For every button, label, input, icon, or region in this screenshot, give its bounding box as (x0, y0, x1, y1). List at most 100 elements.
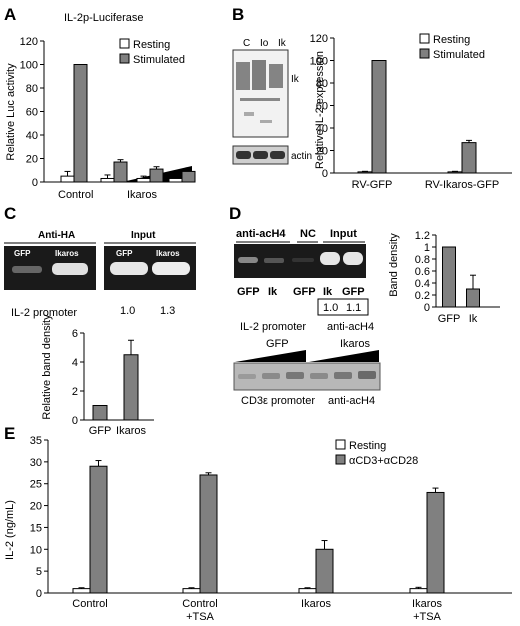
panel-d-ylabel: Band density (388, 233, 400, 297)
y-tick-label: 0 (322, 168, 328, 180)
chart-b: 0 20 40 60 80 100 120 RV-GFP RV-Ikaros-GFP Restin… (310, 33, 512, 191)
panel-d-promoter2-label: CD3ε promoter (241, 395, 315, 407)
panel-d-ratio-1: 1.0 (323, 302, 338, 314)
panel-d-header-nc: NC (300, 228, 316, 240)
y-tick-label: 30 (30, 457, 42, 469)
y-tick-label: 0 (32, 177, 38, 189)
panel-d-lane-gfp-1: GFP (237, 286, 260, 298)
panel-b-lane-c: C (243, 38, 250, 49)
x-category-label: Ikaros (116, 425, 146, 437)
panel-c-promoter-label: IL-2 promoter (11, 307, 77, 319)
bar (357, 171, 373, 174)
bar (199, 474, 218, 594)
bar (182, 588, 201, 594)
panel-letter-d: D (229, 204, 241, 223)
y-tick-label: 40 (316, 123, 328, 135)
bar (442, 246, 456, 308)
y-tick-label: 1 (424, 242, 430, 254)
bar (60, 175, 75, 183)
panel-c-header-input: Input (131, 230, 156, 241)
panel-b-ik-label: Ik (291, 74, 300, 85)
x-category-label: +TSA (186, 611, 214, 623)
panel-c-lane-ikaros-1: Ikaros (55, 249, 79, 258)
y-tick-label: 6 (72, 328, 78, 340)
y-tick-label: 5 (36, 566, 42, 578)
panel-c-ylabel-text: Relative band density (41, 314, 53, 420)
panel-d-lane-gfp-3: GFP (342, 286, 365, 298)
panel-d-gradient-ikaros: Ikaros (340, 338, 370, 350)
chart-a: 0 20 40 60 80 100 120 Resting Stimulated (20, 36, 196, 189)
y-tick-label: 10 (30, 544, 42, 556)
chart-d: 00.20.40.60.811.2 GFP Ik (415, 230, 500, 325)
y-tick-label: 20 (26, 154, 38, 166)
bar (92, 405, 108, 421)
y-tick-label: 0.6 (415, 266, 430, 278)
bar (136, 177, 151, 183)
x-category-label: GFP (89, 425, 112, 437)
y-tick-label: 15 (30, 522, 42, 534)
panel-a-xlabel-ikaros: Ikaros (127, 189, 157, 201)
y-tick-label: 0.2 (415, 290, 430, 302)
panel-b-actin-label: actin (291, 151, 312, 162)
y-tick-label: 100 (310, 56, 328, 68)
y-tick-label: 25 (30, 479, 42, 491)
legend-label: Resting (349, 440, 386, 452)
legend-swatch (119, 38, 130, 49)
panel-d-header-antiach4: anti-acH4 (236, 228, 286, 240)
x-category-label: +TSA (413, 611, 441, 623)
y-tick-label: 80 (26, 83, 38, 95)
legend-label: Resting (133, 39, 170, 51)
bar (426, 491, 445, 594)
panel-b-ylabel: Relative IL-2 expression (314, 51, 326, 169)
x-category-label: RV-Ikaros-GFP (425, 179, 499, 191)
panel-d-lane-ik-1: Ik (268, 286, 278, 298)
panel-d-ratio-box (317, 298, 369, 316)
panel-c-ylabel: Relative band density (41, 314, 53, 420)
legend-label: Stimulated (433, 49, 485, 61)
bar (466, 288, 480, 308)
panel-d-lower-gel: GFP Ikaros CD3ε promoter anti-acH4 (233, 338, 381, 407)
y-tick-label: 120 (20, 36, 38, 48)
y-tick-label: 80 (316, 78, 328, 90)
y-tick-label: 40 (26, 130, 38, 142)
panel-e-ylabel: IL-2 (ng/mL) (4, 500, 16, 560)
legend-swatch (419, 48, 430, 59)
panel-c-gel-antiha: Anti-HA GFP Ikaros (4, 230, 96, 290)
panel-b-lane-io: Io (260, 38, 269, 49)
y-tick-label: 0 (424, 302, 430, 314)
panel-d-antibody-label: anti-acH4 (327, 321, 374, 333)
bar (371, 60, 387, 174)
panel-d-wedge-gfp (235, 350, 306, 362)
x-category-label: RV-GFP (352, 179, 393, 191)
legend-swatch (119, 53, 130, 64)
y-tick-label: 60 (26, 107, 38, 119)
y-tick-label: 4 (72, 357, 78, 369)
panel-a-xlabel-control: Control (58, 189, 93, 201)
bar (461, 142, 477, 174)
panel-d-cd3-gel (233, 362, 381, 391)
legend-label: Resting (433, 34, 470, 46)
chart-c: 0 2 4 6 GFP Ikaros (72, 328, 154, 437)
panel-letter-c: C (4, 204, 16, 223)
panel-d-antibody2-label: anti-acH4 (328, 395, 375, 407)
x-category-label: GFP (438, 313, 461, 325)
bar (89, 465, 108, 594)
x-category-label: Control (182, 598, 217, 610)
bar (149, 168, 164, 183)
panel-d-header-input: Input (330, 228, 357, 240)
bar (113, 161, 128, 183)
panel-a-ylabel: Relative Luc activity (5, 63, 17, 161)
panel-c-lane-ikaros-2: Ikaros (156, 249, 180, 258)
bar (298, 588, 317, 594)
panel-d-lane-ik-2: Ik (323, 286, 333, 298)
x-category-label: Ik (469, 313, 478, 325)
bar (73, 64, 88, 183)
panel-d-lane-gfp-2: GFP (293, 286, 316, 298)
panel-c-header-antiha: Anti-HA (38, 230, 75, 241)
y-tick-label: 35 (30, 435, 42, 447)
y-tick-label: 20 (30, 501, 42, 513)
panel-c-ratio-2: 1.3 (160, 305, 175, 317)
